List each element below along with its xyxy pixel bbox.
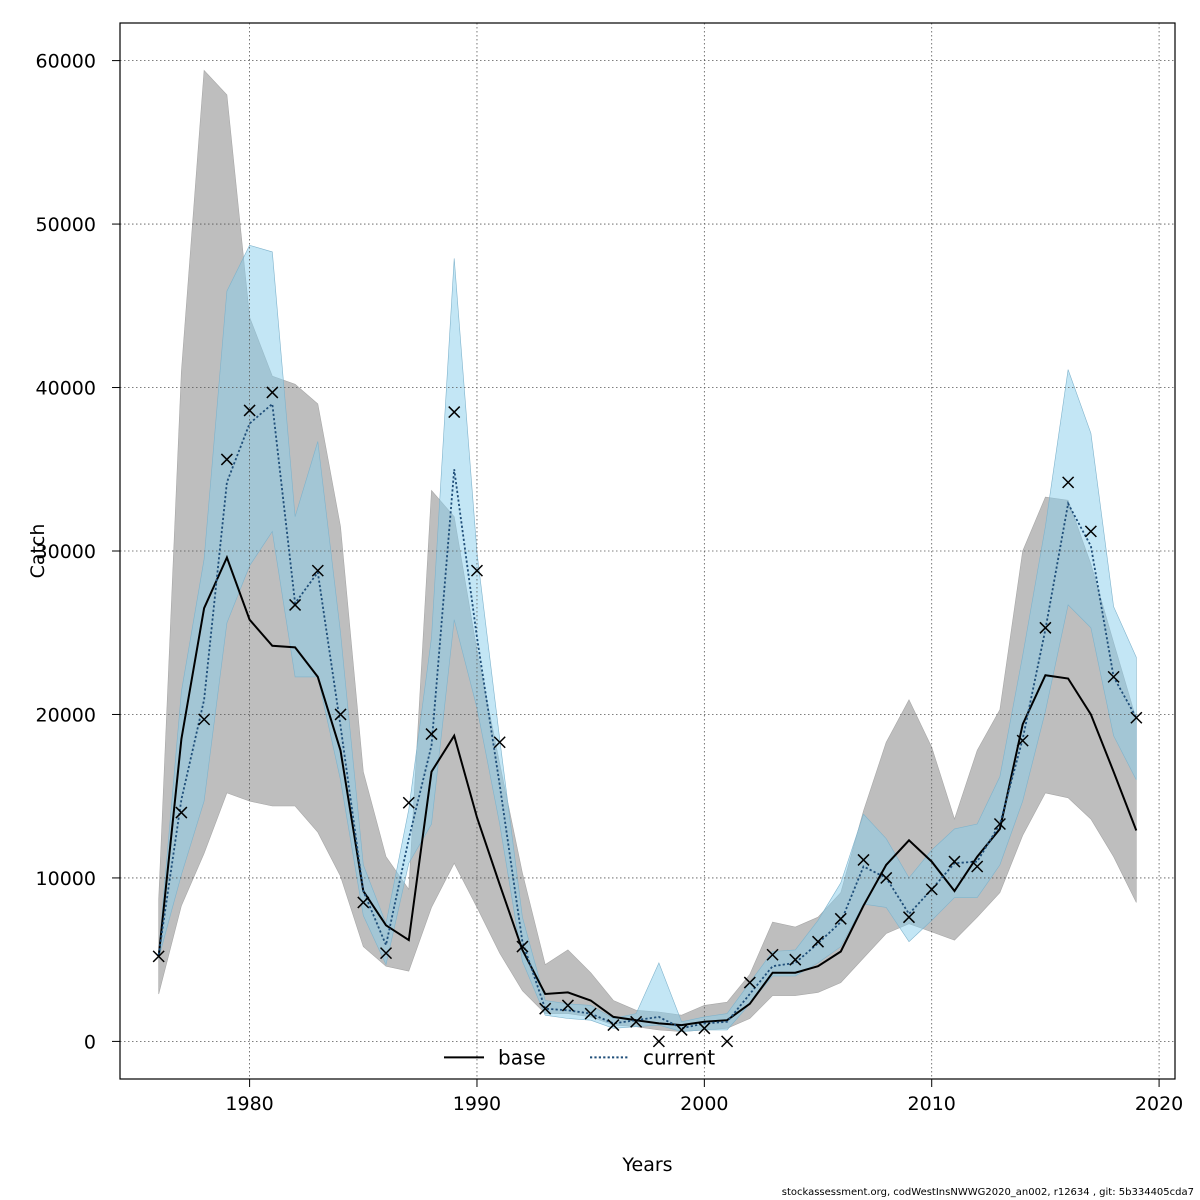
observation-marker [289,598,302,611]
observation-marker [948,855,961,868]
y-tick-label: 0 [84,1031,96,1053]
observation-marker [766,948,779,961]
y-tick-label: 20000 [36,704,96,726]
observation-marker [880,871,893,884]
observation-marker [152,950,165,963]
y-tick-label: 50000 [36,214,96,236]
observation-marker [721,1035,734,1048]
observation-marker [493,736,506,749]
observation-marker [971,860,984,873]
x-tick-label: 2010 [908,1093,956,1115]
observation-marker [334,708,347,721]
observation-marker [811,935,825,948]
legend-label-base: base [498,1045,546,1069]
grid-lines [120,23,1175,1079]
observation-marker [925,883,938,896]
footer-credit: stockassessment.org, codWestInsNWWG2020_… [781,1187,1194,1198]
y-tick-label: 30000 [36,541,96,563]
observation-marker [539,1002,552,1015]
x-tick-label: 1980 [225,1093,273,1115]
observation-marker [448,406,461,419]
legend: base current [444,1045,715,1069]
observation-marker [198,713,211,726]
observation-marker [630,1015,643,1028]
observation-marker [993,817,1006,831]
x-axis: 1980 1990 2000 2010 2020 [225,1079,1183,1115]
observation-marker [266,386,279,399]
observation-marker [379,947,393,960]
observation-marker [402,796,415,809]
band-current [158,244,1137,1032]
line-current [157,402,1138,1030]
observation-marker [220,453,233,466]
observation-marker [675,1023,688,1036]
observation-marker [607,1019,620,1032]
observation-marker [584,1007,597,1020]
legend-label-current: current [643,1045,715,1069]
y-tick-label: 10000 [36,868,96,890]
observation-marker [743,976,756,989]
y-axis-label: Catch [27,524,49,579]
x-tick-label: 2000 [680,1093,728,1115]
observation-marker [1107,670,1120,683]
y-axis: 0 10000 20000 30000 40000 50000 60000 [36,51,120,1053]
observation-marker [357,896,370,909]
observation-marker [789,953,802,966]
observation-marker [902,911,916,924]
observation-marker [1039,621,1052,634]
observation-marker [516,940,529,953]
observation-marker [425,728,438,741]
x-axis-label: Years [621,1154,672,1176]
observation-marker [1084,525,1097,538]
y-tick-label: 40000 [36,378,96,400]
confidence-bands [158,69,1137,1032]
observation-marker [857,853,870,866]
observation-marker [1016,734,1029,747]
observation-marker [243,404,256,417]
observation-marker [470,564,484,577]
observation-marker [698,1022,711,1035]
observation-marker [1062,476,1075,489]
observation-marker [652,1035,665,1048]
observation-marker [1130,711,1143,724]
observation-marker [834,912,847,925]
observation-marker [175,806,188,819]
observation-markers [152,386,1143,1048]
x-tick-label: 2020 [1135,1093,1183,1115]
x-tick-label: 1990 [453,1093,501,1115]
observation-marker [311,564,324,577]
observation-marker [561,999,574,1012]
y-tick-label: 60000 [36,51,96,73]
